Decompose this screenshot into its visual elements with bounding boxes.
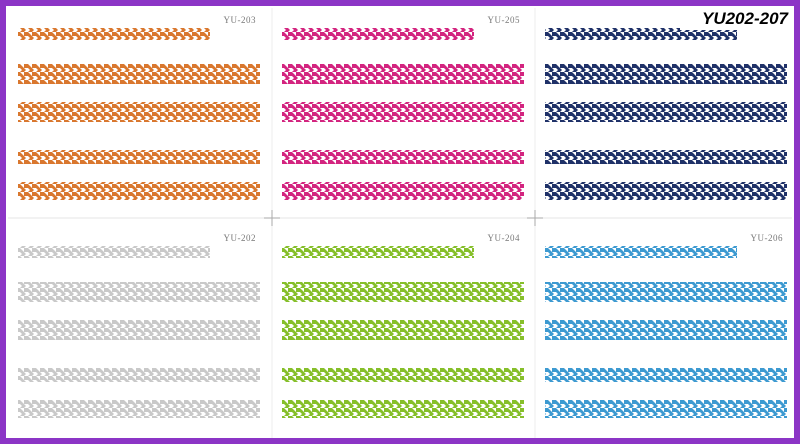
- panel-label: YU-202: [224, 233, 257, 243]
- sticker-panel: YU-206: [545, 233, 787, 418]
- sticker-strip: [18, 150, 260, 164]
- sticker-strip: [545, 400, 787, 418]
- sticker-strip: [282, 368, 524, 382]
- sticker-strip: [282, 150, 524, 164]
- sticker-strip: [282, 182, 524, 200]
- sticker-strip: [18, 400, 260, 418]
- sticker-strip: [545, 64, 787, 84]
- sticker-panel: YU-202: [18, 233, 260, 418]
- sticker-strip: [545, 282, 787, 302]
- sticker-strip: [282, 400, 524, 418]
- sticker-panel: YU-205: [282, 15, 524, 200]
- sticker-strip: [545, 150, 787, 164]
- sticker-strip: [545, 182, 787, 200]
- sticker-strip: [545, 102, 787, 122]
- panel-label: YU-203: [224, 15, 257, 25]
- sticker-strip: [18, 64, 260, 84]
- panel-label: YU-204: [488, 233, 521, 243]
- title: YU202-207: [702, 9, 790, 28]
- sticker-strip: [545, 246, 737, 258]
- title-box: [680, 6, 794, 30]
- sticker-strip: [18, 102, 260, 122]
- panels: YU-203 YU-205 YU-202 YU-204 YU-206: [18, 15, 787, 418]
- sticker-panel: YU-204: [282, 233, 524, 418]
- sticker-strip: [545, 28, 737, 40]
- sticker-strip: [282, 28, 474, 40]
- sticker-strip: [18, 28, 210, 40]
- sticker-strip: [18, 282, 260, 302]
- sticker-strip: [18, 320, 260, 340]
- crop-marks: [8, 8, 792, 438]
- panel-label: YU-206: [751, 233, 784, 243]
- sticker-strip: [282, 282, 524, 302]
- sticker-strip: [18, 368, 260, 382]
- sticker-strip: [282, 320, 524, 340]
- sticker-panel: YU-203: [18, 15, 260, 200]
- sticker-strip: [545, 368, 787, 382]
- sticker-strip: [18, 182, 260, 200]
- sticker-strip: [282, 246, 474, 258]
- panel-label: YU-205: [488, 15, 521, 25]
- sticker-strip: [545, 320, 787, 340]
- sticker-strip: [282, 102, 524, 122]
- sticker-strip: [18, 246, 210, 258]
- sticker-panel: [545, 28, 787, 200]
- sticker-strip: [282, 64, 524, 84]
